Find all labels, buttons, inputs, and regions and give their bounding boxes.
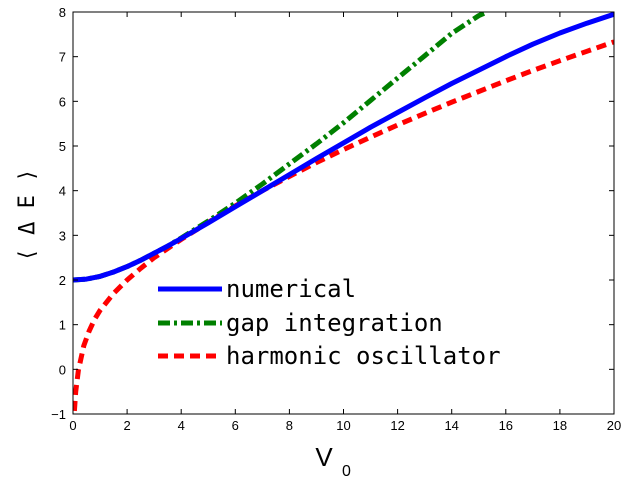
- series-line-gap-integration: [73, 12, 488, 283]
- x-tick-label: 4: [178, 418, 185, 433]
- y-tick-label: 1: [59, 318, 66, 333]
- legend-item-numerical: numerical: [158, 275, 356, 303]
- y-tick-label: 3: [59, 228, 66, 243]
- legend-item-harmonic-oscillator: harmonic oscillator: [158, 342, 501, 370]
- x-tick-label: 14: [444, 418, 458, 433]
- x-tick-label: 10: [336, 418, 350, 433]
- y-tick-label: 7: [59, 50, 66, 65]
- y-tick-label: 5: [59, 139, 66, 154]
- legend-item-gap-integration: gap integration: [158, 309, 443, 337]
- legend-label: gap integration: [226, 309, 443, 337]
- y-axis-label: ⟨ Δ E ⟩: [15, 169, 40, 262]
- x-tick-label: 0: [69, 418, 76, 433]
- y-tick-label: 0: [59, 362, 66, 377]
- y-tick-label: −1: [51, 407, 66, 422]
- x-axis-label-subscript: 0: [342, 463, 351, 479]
- x-tick-label: 16: [499, 418, 513, 433]
- x-tick-label: 18: [553, 418, 567, 433]
- x-axis-label-text: V: [315, 442, 333, 472]
- x-tick-label: 20: [607, 418, 621, 433]
- x-tick-label: 2: [123, 418, 130, 433]
- y-tick-label: 8: [59, 5, 66, 20]
- y-tick-label: 4: [59, 184, 66, 199]
- legend: numerical gap integration harmonic oscilla…: [158, 275, 501, 370]
- x-axis-label: V 0: [315, 442, 351, 479]
- x-tick-label: 8: [286, 418, 293, 433]
- series-line-numerical: [73, 12, 614, 283]
- x-tick-label: 12: [390, 418, 404, 433]
- ticks-layer: [72, 11, 615, 415]
- y-tick-label: 6: [59, 94, 66, 109]
- y-tick-label: 2: [59, 273, 66, 288]
- legend-label: numerical: [226, 275, 356, 303]
- legend-label: harmonic oscillator: [226, 342, 501, 370]
- x-tick-label: 6: [232, 418, 239, 433]
- series-layer: [73, 12, 614, 412]
